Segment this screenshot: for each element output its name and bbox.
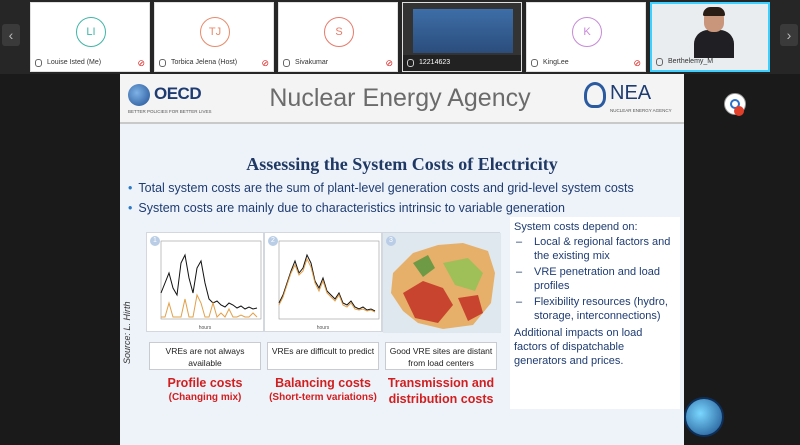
oecd-logo-icon <box>128 84 150 106</box>
muted-mic-icon: ⊘ <box>385 58 393 68</box>
speaker-video <box>694 7 734 58</box>
participant-name: Torbica Jelena (Host) <box>155 55 273 71</box>
side-item: – Local & regional factors and the existi… <box>516 236 671 262</box>
participant-tile-active-speaker[interactable]: Berthelemy_M <box>650 2 770 72</box>
assistant-bubble-icon[interactable] <box>684 397 724 437</box>
source-label: Source: L. Hirth <box>122 301 132 364</box>
participant-strip: ‹ LI Louise Isted (Me) ⊘ TJ Torbica Jele… <box>0 0 800 74</box>
muted-mic-icon: ⊘ <box>137 58 145 68</box>
avatar: TJ <box>200 17 230 47</box>
profile-chart: hours 1 <box>146 232 264 332</box>
svg-text:hours: hours <box>317 325 330 331</box>
oecd-logo: OECD BETTER POLICIES FOR BETTER LIVES <box>128 84 212 114</box>
participant-tile[interactable]: TJ Torbica Jelena (Host) ⊘ <box>154 2 274 72</box>
header-title: Nuclear Energy Agency <box>269 84 531 112</box>
svg-text:hours: hours <box>199 325 212 331</box>
video-feed <box>413 9 513 53</box>
cost-title: Profile costs <box>167 376 243 390</box>
mic-icon <box>159 59 166 67</box>
mic-icon <box>283 59 290 67</box>
slide-title: Assessing the System Costs of Electricit… <box>246 154 558 174</box>
notification-badge <box>734 106 744 116</box>
cost-subtitle: (Short-term variations) <box>269 392 377 403</box>
participant-name: Sivakumar <box>279 55 397 71</box>
nea-logo-icon <box>584 82 606 108</box>
europe-map: 3 <box>382 232 501 333</box>
chevron-left-icon[interactable]: ‹ <box>2 24 20 46</box>
system-costs-box: System costs depend on: – Local & regiona… <box>510 217 680 409</box>
panel-number: 3 <box>386 236 396 246</box>
panel-number: 2 <box>268 236 278 246</box>
mic-icon <box>656 58 663 66</box>
participant-name: 12214623 <box>403 55 521 71</box>
side-footnote: Additional impacts on load factors of di… <box>514 327 643 367</box>
participant-tile[interactable]: K KingLee ⊘ <box>526 2 646 72</box>
cost-title: Transmission and <box>387 376 495 390</box>
mic-icon <box>35 59 42 67</box>
mic-icon <box>531 59 538 67</box>
balancing-chart: hours 2 <box>264 232 382 332</box>
avatar: S <box>324 17 354 47</box>
avatar: K <box>572 17 602 47</box>
muted-mic-icon: ⊘ <box>261 58 269 68</box>
screen-icon <box>407 59 414 67</box>
cost-subtitle: (Changing mix) <box>168 392 242 403</box>
panel-caption: VREs are difficult to predict <box>267 342 379 370</box>
chevron-right-icon[interactable]: › <box>780 24 798 46</box>
panel-number: 1 <box>150 236 160 246</box>
bullet-item: • System costs are mainly due to characte… <box>128 201 565 215</box>
bullet-item: • Total system costs are the sum of plant… <box>128 181 634 195</box>
participant-name: Louise Isted (Me) <box>31 55 149 71</box>
cost-title-line2: distribution costs <box>388 392 494 406</box>
participant-tile[interactable]: S Sivakumar ⊘ <box>278 2 398 72</box>
participant-tile-video[interactable]: 12214623 <box>402 2 522 72</box>
shared-slide: OECD BETTER POLICIES FOR BETTER LIVES Nu… <box>120 74 684 445</box>
participant-name: KingLee <box>527 55 645 71</box>
participant-tile[interactable]: LI Louise Isted (Me) ⊘ <box>30 2 150 72</box>
avatar: LI <box>76 17 106 47</box>
panel-caption: Good VRE sites are distant from load cen… <box>385 342 497 370</box>
panel-caption: VREs are not always available <box>149 342 261 370</box>
muted-mic-icon: ⊘ <box>633 58 641 68</box>
slide-header: OECD BETTER POLICIES FOR BETTER LIVES Nu… <box>120 74 684 124</box>
participant-name: Berthelemy_M <box>652 54 768 70</box>
side-heading: System costs depend on: <box>514 221 638 233</box>
cost-title: Balancing costs <box>275 376 371 390</box>
side-item: – VRE penetration and load profiles <box>516 266 660 292</box>
nea-logo: NEA NUCLEAR ENERGY AGENCY <box>584 80 676 118</box>
side-item: – Flexibility resources (hydro, storage, … <box>516 296 668 322</box>
